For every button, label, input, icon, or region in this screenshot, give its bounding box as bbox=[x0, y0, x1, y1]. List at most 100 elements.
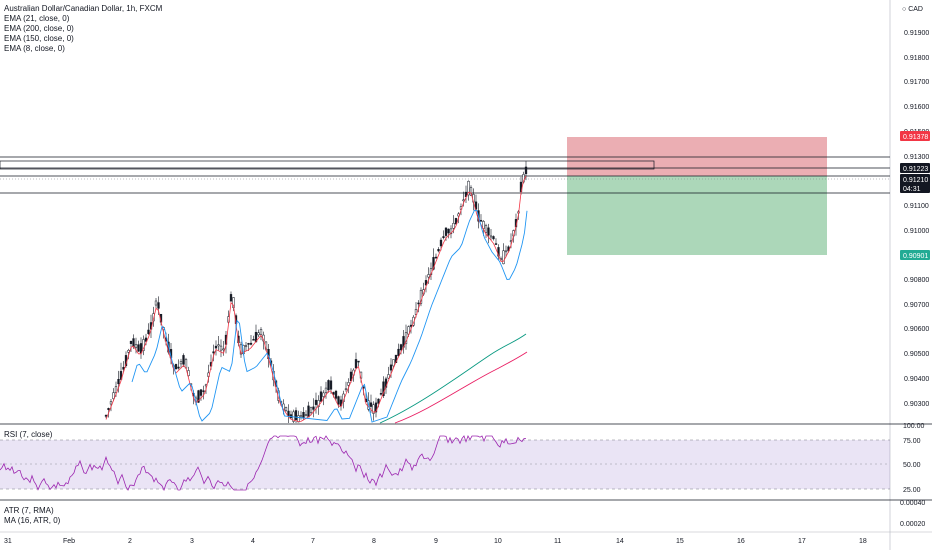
chart-background bbox=[0, 0, 890, 532]
atr-legend-label[interactable]: ATR (7, RMA) bbox=[4, 506, 54, 515]
candle-body bbox=[259, 329, 263, 335]
rectangle-drawing[interactable] bbox=[0, 160, 655, 170]
time-axis[interactable]: 31 Feb 2 3 4 7 8 9 10 11 14 15 16 17 18 bbox=[4, 538, 867, 545]
axis-tick-circle-icon: ○ bbox=[902, 6, 908, 13]
candle-body bbox=[399, 344, 403, 351]
price-tick: 0.90400 bbox=[904, 376, 929, 383]
candle-body bbox=[489, 235, 493, 238]
risk-zone[interactable] bbox=[567, 137, 827, 176]
time-tick: 14 bbox=[616, 538, 624, 545]
candle-body bbox=[177, 366, 180, 369]
current-price-badge: 0.91210 04:31 bbox=[900, 174, 930, 193]
candle-body bbox=[294, 410, 298, 420]
time-tick: 17 bbox=[798, 538, 806, 545]
candle-body bbox=[154, 300, 158, 306]
candle-body bbox=[392, 359, 395, 367]
time-tick: 9 bbox=[434, 538, 438, 545]
candle-body bbox=[304, 414, 308, 416]
price-tick: 0.91600 bbox=[904, 104, 929, 111]
candle-body bbox=[284, 407, 288, 411]
rsi-band bbox=[0, 440, 890, 489]
time-tick: 15 bbox=[676, 538, 684, 545]
candle-body bbox=[212, 351, 215, 354]
candle-body bbox=[504, 250, 508, 253]
candle-body bbox=[502, 250, 505, 265]
candle-body bbox=[449, 228, 453, 235]
ema-150-line bbox=[379, 333, 527, 424]
price-tick: 0.91900 bbox=[904, 30, 929, 37]
indicator-legend-ema-21[interactable]: EMA (21, close, 0) bbox=[4, 14, 70, 23]
price-tick: 0.90700 bbox=[904, 302, 929, 309]
candle-body bbox=[414, 309, 418, 315]
ma-legend-label[interactable]: MA (16, ATR, 0) bbox=[4, 516, 61, 525]
time-tick: 18 bbox=[859, 538, 867, 545]
candle-body bbox=[302, 412, 305, 419]
price-tick: 0.91000 bbox=[904, 228, 929, 235]
candle-body bbox=[299, 415, 303, 418]
candle-body bbox=[179, 361, 183, 365]
reward-zone[interactable] bbox=[567, 176, 827, 255]
rsi-legend-label[interactable]: RSI (7, close) bbox=[4, 430, 53, 439]
candle-body bbox=[107, 408, 110, 410]
candle-body bbox=[372, 404, 375, 414]
rsi-axis[interactable]: 100.00 75.00 50.00 25.00 bbox=[903, 423, 925, 494]
candle-body bbox=[379, 393, 383, 395]
candle-body bbox=[252, 339, 255, 341]
time-tick: 16 bbox=[737, 538, 745, 545]
candle-body bbox=[397, 348, 400, 356]
candle-body bbox=[157, 302, 160, 309]
price-tick: 0.90500 bbox=[904, 351, 929, 358]
time-tick: 7 bbox=[311, 538, 315, 545]
candle-body bbox=[407, 326, 410, 335]
candle-body bbox=[104, 415, 108, 417]
candle-body bbox=[112, 392, 115, 399]
candle-body bbox=[114, 386, 118, 393]
candle-body bbox=[347, 382, 350, 386]
atr-tick: 0.00040 bbox=[900, 500, 925, 507]
candle-body bbox=[219, 345, 223, 351]
candle-body bbox=[137, 344, 140, 352]
candle-body bbox=[434, 256, 438, 259]
price-tick: 0.90300 bbox=[904, 401, 929, 408]
entry-price-badge: 0.91223 bbox=[900, 163, 930, 173]
chart-legend[interactable]: Australian Dollar/Canadian Dollar, 1h, F… bbox=[4, 4, 162, 54]
time-tick: 4 bbox=[251, 538, 255, 545]
indicator-legend-ema-8[interactable]: EMA (8, close, 0) bbox=[4, 44, 65, 53]
indicator-legend-ema-150[interactable]: EMA (150, close, 0) bbox=[4, 34, 74, 43]
candle-body bbox=[327, 380, 330, 391]
candle-body bbox=[487, 227, 490, 236]
candle-body bbox=[452, 223, 455, 229]
rsi-legend[interactable]: RSI (7, close) bbox=[4, 430, 52, 440]
ema-21-line bbox=[131, 209, 528, 423]
candle-body bbox=[214, 345, 218, 349]
candle-body bbox=[202, 390, 205, 392]
svg-text:0.91210: 0.91210 bbox=[903, 177, 928, 184]
symbol-title[interactable]: Australian Dollar/Canadian Dollar, 1h, F… bbox=[4, 4, 163, 13]
candle-body bbox=[432, 257, 435, 270]
candle-body bbox=[387, 374, 390, 379]
price-tick: 0.91800 bbox=[904, 55, 929, 62]
candle-body bbox=[229, 294, 233, 302]
stop-price-badge: 0.91378 bbox=[900, 131, 930, 141]
candle-body bbox=[222, 348, 225, 351]
candle-body bbox=[182, 355, 185, 365]
price-tick: 0.91100 bbox=[904, 203, 929, 210]
target-price-badge: 0.90901 bbox=[900, 250, 930, 260]
candle-body bbox=[312, 406, 315, 410]
atr-legend[interactable]: ATR (7, RMA) MA (16, ATR, 0) bbox=[4, 506, 60, 526]
svg-text:0.90901: 0.90901 bbox=[903, 253, 928, 260]
candle-body bbox=[337, 396, 340, 405]
atr-axis[interactable]: 0.00040 0.00020 bbox=[900, 500, 925, 528]
price-tick: 0.91700 bbox=[904, 79, 929, 86]
price-tick: 0.91300 bbox=[904, 154, 929, 161]
rsi-tick: 100.00 bbox=[903, 423, 925, 430]
price-axis[interactable]: ○ CAD 0.91900 0.91800 0.91700 0.91600 0.… bbox=[902, 6, 929, 408]
candle-body bbox=[424, 280, 428, 286]
candle-body bbox=[174, 364, 178, 370]
indicator-legend-ema-200[interactable]: EMA (200, close, 0) bbox=[4, 24, 74, 33]
candle-body bbox=[369, 402, 373, 407]
candle-body bbox=[199, 389, 203, 396]
time-tick: 2 bbox=[128, 538, 132, 545]
candle-body bbox=[334, 390, 338, 399]
